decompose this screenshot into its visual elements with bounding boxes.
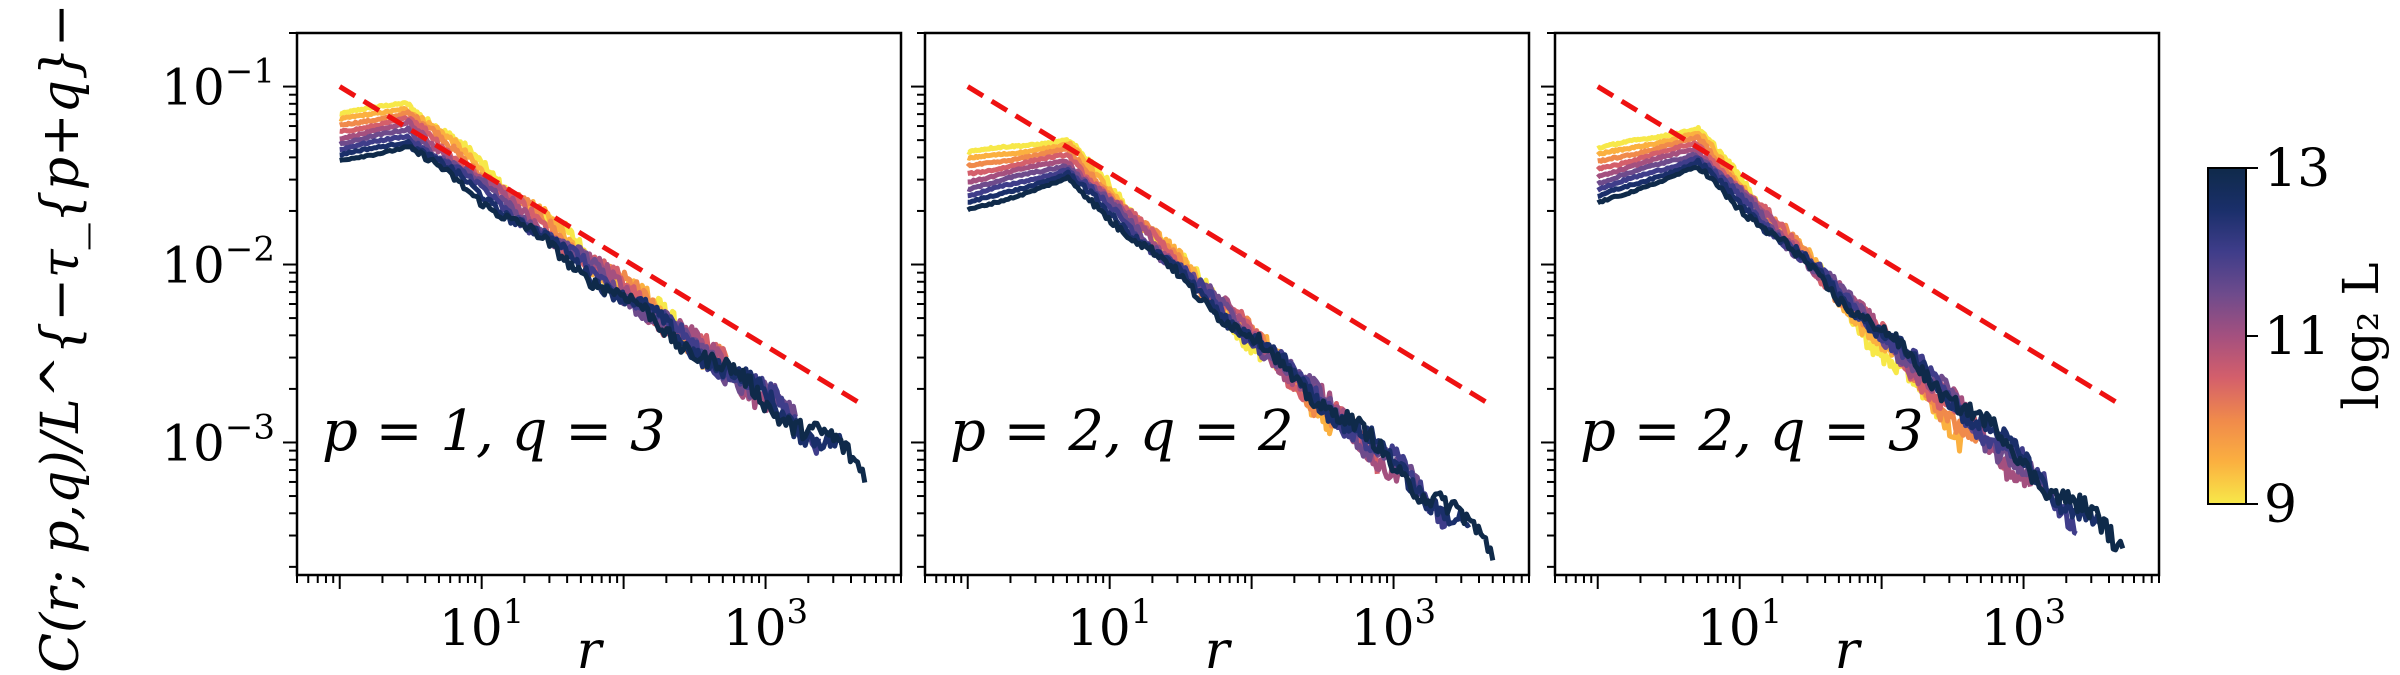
series-line-log2L-12	[1596, 155, 2078, 537]
y-tick-label: 10−1	[161, 52, 275, 117]
reference-power-law-line	[338, 84, 867, 409]
series-line-log2L-12.5	[1597, 157, 2103, 527]
panel-annotation: p = 1, q = 3	[322, 399, 666, 464]
y-axis-label: C(r; p,q)/L^{−τ_{p+q}−1}	[31, 0, 91, 673]
x-tick-label: 103	[723, 592, 808, 657]
reference-power-law-line	[1596, 84, 2125, 409]
x-axis-label: r	[1835, 621, 1863, 675]
curves	[965, 137, 1496, 561]
reference-power-law-line	[966, 84, 1495, 409]
x-tick-label: 101	[439, 592, 524, 657]
colorbar-gradient	[2207, 167, 2247, 505]
colorbar-tick-label: 11	[2264, 307, 2330, 367]
x-axis-label: r	[577, 621, 605, 675]
series-line-log2L-13	[339, 144, 868, 484]
series-line-log2L-13	[966, 174, 1496, 561]
plot-frame	[295, 31, 903, 577]
colorbar-tick-label: 9	[2264, 475, 2297, 535]
panel-1: 101 103 r 10−1 10−2 10−3 p = 1, q = 3	[161, 31, 903, 675]
x-tick-label: 103	[1981, 592, 2066, 657]
curves	[1595, 125, 2126, 553]
series-line-log2L-9	[966, 137, 1311, 403]
panel-annotation: p = 2, q = 3	[1580, 399, 1924, 464]
panel-annotation: p = 2, q = 2	[950, 399, 1294, 464]
series-line-log2L-13	[1596, 165, 2126, 553]
colorbar: 9 11 13 log₂ L	[2207, 139, 2390, 535]
panel-3: 101 103 r p = 2, q = 3	[1541, 31, 2161, 675]
colorbar-label: log₂ L	[2332, 262, 2390, 409]
colorbar-tick-label: 13	[2264, 139, 2330, 199]
x-tick-label: 101	[1697, 592, 1782, 657]
panel-2: 101 103 r p = 2, q = 2	[911, 31, 1531, 675]
x-axis-label: r	[1205, 621, 1233, 675]
x-tick-label: 101	[1067, 592, 1152, 657]
x-tick-label: 103	[1351, 592, 1436, 657]
y-tick-label: 10−2	[161, 230, 275, 295]
curves	[338, 100, 868, 484]
y-tick-label: 10−3	[161, 407, 275, 472]
